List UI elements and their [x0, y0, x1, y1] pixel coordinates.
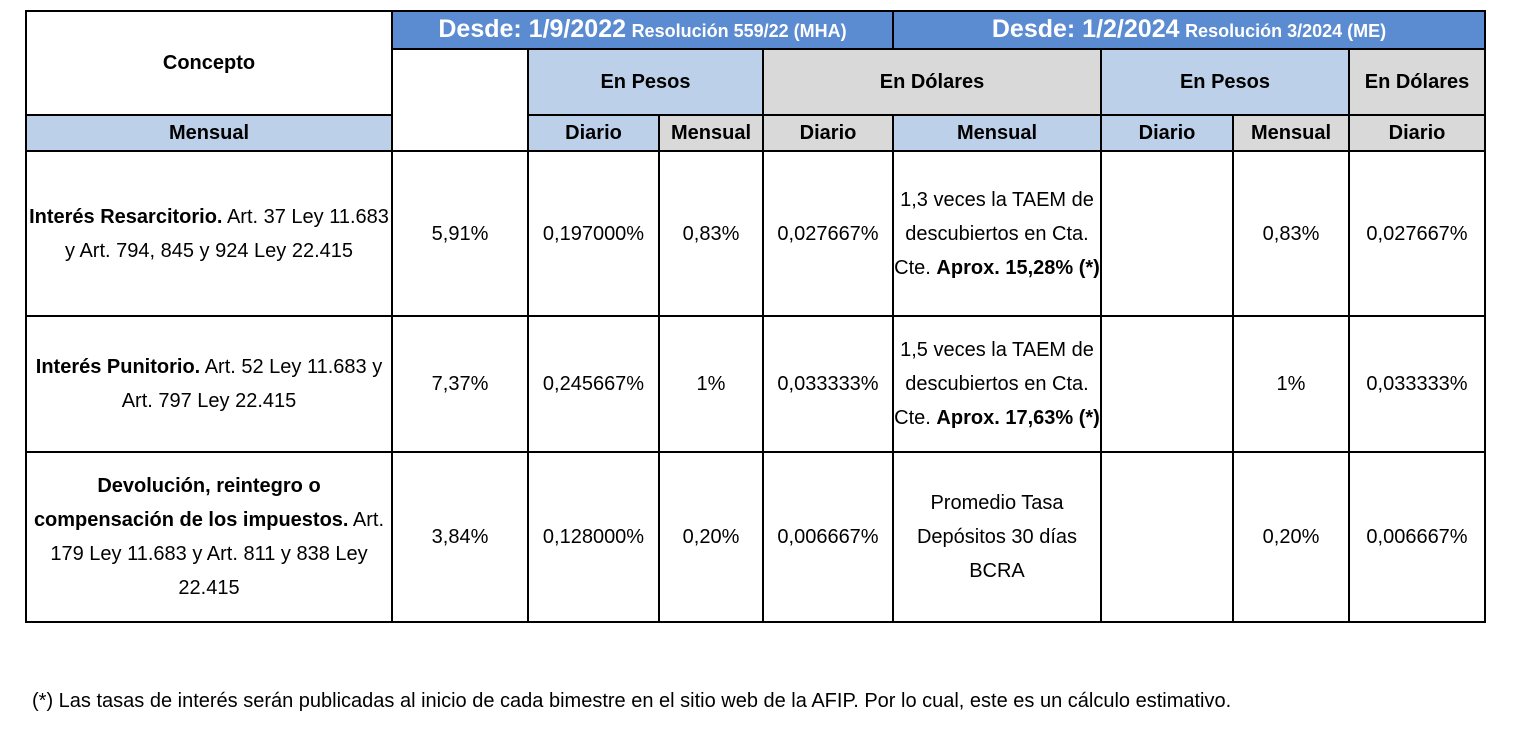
p1-pesos-daily-header: Diario [527, 114, 660, 152]
p2-usd-monthly-value: 1% [1232, 315, 1350, 453]
p1-usd-monthly-header: Mensual [658, 114, 764, 152]
p2-pesos-monthly-value: 1,5 veces la TAEM de descubiertos en Cta… [892, 315, 1102, 453]
p2-pesos-daily-value [1100, 451, 1234, 623]
p1-usd-monthly-value: 1% [658, 315, 764, 453]
header-row-periods: Concepto Desde: 1/9/2022 Resolución 559/… [25, 10, 1486, 116]
p1-usd-monthly-value: 0,20% [658, 451, 764, 623]
p2-pesos-daily-value [1100, 150, 1234, 317]
p1-usd-monthly-value: 0,83% [658, 150, 764, 317]
p2-usd-monthly-value: 0,83% [1232, 150, 1350, 317]
rate-description: 1,3 veces la TAEM de descubiertos en Cta… [894, 188, 1094, 279]
p2-usd-header: En Dólares [1348, 48, 1486, 116]
p2-pesos-daily-header: Diario [1100, 114, 1234, 152]
concept-title: Interés Punitorio. [35, 356, 201, 378]
period-2-resolution: Resolución 3/2024 (ME) [1185, 21, 1387, 41]
p2-usd-daily-value: 0,033333% [1348, 315, 1486, 453]
period-2-date: Desde: 1/2/2024 [991, 15, 1180, 43]
header-row-currency-visible: En Pesos En Dólares En Pesos En Dólares [26, 48, 1486, 152]
p1-pesos-header: En Pesos [527, 48, 764, 116]
p1-pesos-monthly-value: 5,91% [391, 150, 529, 317]
header-row-frequency: Mensual Diario Mensual Diario Mensual Di… [25, 114, 1486, 152]
period-2-header: Desde: 1/2/2024 Resolución 3/2024 (ME) [892, 10, 1486, 50]
concept-legal-reference: Art. 37 Ley 11.683 y Art. 794, 845 y 924… [65, 205, 389, 262]
row-concept: Devolución, reintegro o compensación de … [25, 451, 393, 623]
rate-approx: Aprox. 17,63% (*) [936, 407, 1100, 429]
p1-usd-daily-value: 0,033333% [762, 315, 894, 453]
concept-legal-reference: Art. 179 Ley 11.683 y Art. 811 y 838 Ley… [50, 509, 385, 599]
p1-usd-header: En Dólares [762, 48, 1102, 116]
table-row: Devolución, reintegro o compensación de … [25, 451, 1486, 623]
row-concept: Interés Resarcitorio. Art. 37 Ley 11.683… [25, 150, 393, 317]
p1-pesos-monthly-header: Mensual [25, 114, 393, 152]
p2-usd-monthly-header: Mensual [1232, 114, 1350, 152]
p2-pesos-daily-value [1100, 315, 1234, 453]
p1-pesos-monthly-value: 3,84% [391, 451, 529, 623]
p1-pesos-daily-value: 0,197000% [527, 150, 660, 317]
table-row: Interés Punitorio. Art. 52 Ley 11.683 y … [25, 315, 1486, 453]
period-1-date: Desde: 1/9/2022 [438, 15, 626, 43]
rate-approx: Aprox. 15,28% (*) [936, 256, 1100, 279]
concept-legal-reference: Art. 52 Ley 11.683 y Art. 797 Ley 22.415 [121, 356, 383, 412]
concept-title: Interés Resarcitorio. [29, 205, 223, 228]
period-1-resolution: Resolución 559/22 (MHA) [631, 21, 847, 41]
p2-usd-monthly-value: 0,20% [1232, 451, 1350, 623]
footnote: (*) Las tasas de interés serán publicada… [32, 690, 1232, 712]
table-row: Interés Resarcitorio. Art. 37 Ley 11.683… [25, 150, 1486, 317]
p1-usd-daily-header: Diario [762, 114, 894, 152]
rate-description: 1,5 veces la TAEM de descubiertos en Cta… [894, 339, 1094, 429]
p1-pesos-daily-value: 0,245667% [527, 315, 660, 453]
rate-description: Promedio Tasa Depósitos 30 días BCRA [916, 492, 1078, 582]
p2-pesos-header: En Pesos [1100, 48, 1350, 116]
p1-pesos-daily-value: 0,128000% [527, 451, 660, 623]
p2-pesos-monthly-value: Promedio Tasa Depósitos 30 días BCRA [892, 451, 1102, 623]
p2-usd-daily-header: Diario [1348, 114, 1486, 152]
interest-rates-table: Concepto Desde: 1/9/2022 Resolución 559/… [25, 10, 1486, 623]
concept-header: Concepto [25, 10, 393, 116]
p1-pesos-monthly-value: 7,37% [391, 315, 529, 453]
concept-title: Devolución, reintegro o compensación de … [33, 475, 349, 531]
p2-usd-daily-value: 0,006667% [1348, 451, 1486, 623]
row-concept: Interés Punitorio. Art. 52 Ley 11.683 y … [25, 315, 393, 453]
p1-usd-daily-value: 0,027667% [762, 150, 894, 317]
p2-pesos-monthly-value: 1,3 veces la TAEM de descubiertos en Cta… [892, 150, 1102, 317]
concept-subheader-blank [391, 48, 529, 152]
p2-pesos-monthly-header: Mensual [892, 114, 1102, 152]
p2-usd-daily-value: 0,027667% [1348, 150, 1486, 317]
p1-usd-daily-value: 0,006667% [762, 451, 894, 623]
period-1-header: Desde: 1/9/2022 Resolución 559/22 (MHA) [391, 10, 894, 50]
